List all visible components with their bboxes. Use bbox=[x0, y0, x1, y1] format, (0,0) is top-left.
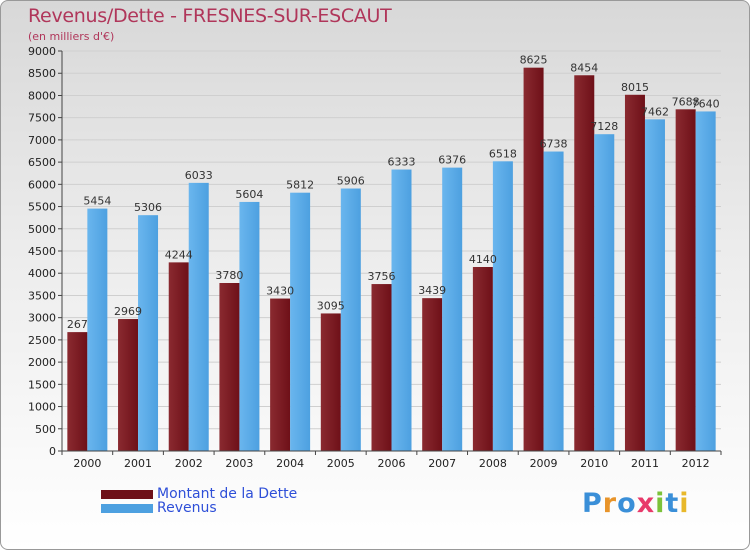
bar-dette-2005 bbox=[320, 313, 341, 451]
value-label-revenus-2004: 5812 bbox=[286, 179, 314, 192]
y-tick-label: 5500 bbox=[28, 201, 56, 214]
x-tick-label: 2005 bbox=[327, 457, 355, 470]
y-tick-label: 2500 bbox=[28, 334, 56, 347]
value-labels: 267 5454 2969 5306 4244 6033 3780 5604 3430 5812 3… bbox=[67, 54, 720, 331]
y-tick-label: 0 bbox=[49, 445, 56, 458]
value-label-revenus-2006: 6333 bbox=[388, 156, 416, 169]
legend-label-revenus: Revenus bbox=[157, 500, 217, 516]
value-label-revenus-2008: 6518 bbox=[489, 147, 517, 160]
legend: Montant de la Dette Revenus bbox=[101, 487, 297, 515]
bar-dette-2004 bbox=[270, 298, 291, 451]
bar-revenus-2000 bbox=[87, 208, 108, 451]
value-label-dette-2005: 3095 bbox=[317, 299, 345, 312]
bar-dette-2006 bbox=[371, 284, 392, 451]
x-tick-label: 2012 bbox=[682, 457, 710, 470]
bar-revenus-2007 bbox=[442, 167, 463, 451]
axes: 0 500 1000 1500 2000 2500 3000 3500 4000 4500 5000… bbox=[28, 45, 722, 470]
legend-swatch-dette bbox=[101, 489, 153, 499]
bar-dette-2003 bbox=[219, 283, 240, 451]
bar-revenus-2001 bbox=[138, 215, 159, 451]
proxiti-logo: Proxiti bbox=[582, 488, 690, 519]
value-label-dette-2012: 7688 bbox=[672, 95, 700, 108]
y-tick-label: 6500 bbox=[28, 156, 56, 169]
value-label-dette-2001: 2969 bbox=[114, 305, 142, 318]
value-label-dette-2006: 3756 bbox=[368, 270, 396, 283]
value-label-dette-2003: 3780 bbox=[215, 269, 243, 282]
bar-revenus-2004 bbox=[290, 192, 311, 451]
x-tick-label: 2009 bbox=[530, 457, 558, 470]
y-tick-label: 8000 bbox=[28, 89, 56, 102]
bar-revenus-2005 bbox=[340, 188, 361, 451]
value-label-revenus-2002: 6033 bbox=[185, 169, 213, 182]
bar-revenus-2011 bbox=[644, 119, 665, 451]
value-label-revenus-2012: 7640 bbox=[692, 97, 720, 110]
value-label-revenus-2010: 7128 bbox=[590, 120, 618, 133]
bar-revenus-2008 bbox=[492, 161, 513, 452]
y-tick-label: 500 bbox=[35, 423, 56, 436]
legend-item-revenus: Revenus bbox=[101, 501, 297, 515]
y-tick-label: 3000 bbox=[28, 312, 56, 325]
y-tick-label: 1000 bbox=[28, 401, 56, 414]
x-tick-label: 2008 bbox=[479, 457, 507, 470]
bar-revenus-2009 bbox=[543, 151, 564, 452]
value-label-revenus-2007: 6376 bbox=[438, 154, 466, 167]
x-tick-label: 2001 bbox=[124, 457, 152, 470]
y-tick-label: 9000 bbox=[28, 45, 56, 58]
x-tick-label: 2010 bbox=[580, 457, 608, 470]
value-label-dette-2002: 4244 bbox=[165, 248, 193, 261]
bar-dette-2002 bbox=[168, 262, 189, 451]
bars bbox=[67, 67, 716, 452]
value-label-revenus-2009: 6738 bbox=[540, 138, 568, 151]
bar-dette-2001 bbox=[118, 319, 139, 451]
y-tick-label: 3500 bbox=[28, 289, 56, 302]
y-tick-label: 5000 bbox=[28, 223, 56, 236]
legend-label-dette: Montant de la Dette bbox=[157, 486, 298, 502]
y-tick-label: 6000 bbox=[28, 178, 56, 191]
y-tick-label: 7500 bbox=[28, 112, 56, 125]
value-label-dette-2009: 8625 bbox=[520, 54, 548, 67]
bar-dette-2010 bbox=[574, 75, 595, 452]
chart-title: Revenus/Dette - FRESNES-SUR-ESCAUT bbox=[28, 5, 392, 27]
value-label-dette-2004: 3430 bbox=[266, 285, 294, 298]
value-label-revenus-2005: 5906 bbox=[337, 175, 365, 188]
bar-dette-2012 bbox=[675, 109, 696, 452]
value-label-revenus-2003: 5604 bbox=[235, 188, 263, 201]
y-tick-label: 8500 bbox=[28, 67, 56, 80]
x-tick-label: 2003 bbox=[225, 457, 253, 470]
y-tick-label: 1500 bbox=[28, 378, 56, 391]
value-label-revenus-2001: 5306 bbox=[134, 201, 162, 214]
x-tick-label: 2007 bbox=[428, 457, 456, 470]
x-tick-label: 2006 bbox=[378, 457, 406, 470]
chart-subtitle: (en milliers d'€) bbox=[28, 30, 115, 43]
value-label-dette-2008: 4140 bbox=[469, 253, 497, 266]
y-tick-label: 4000 bbox=[28, 267, 56, 280]
value-label-revenus-2000: 5454 bbox=[83, 195, 111, 208]
value-label-dette-2010: 8454 bbox=[570, 61, 598, 74]
x-tick-label: 2002 bbox=[175, 457, 203, 470]
value-label-revenus-2011: 7462 bbox=[641, 105, 669, 118]
legend-item-dette: Montant de la Dette bbox=[101, 487, 297, 501]
bar-dette-2009 bbox=[523, 67, 544, 452]
bar-dette-2008 bbox=[472, 267, 493, 451]
bar-dette-2011 bbox=[624, 94, 645, 452]
bar-dette-2007 bbox=[422, 298, 443, 451]
y-tick-label: 2000 bbox=[28, 356, 56, 369]
y-tick-label: 4500 bbox=[28, 245, 56, 258]
bar-revenus-2012 bbox=[695, 111, 716, 451]
y-tick-label: 7000 bbox=[28, 134, 56, 147]
x-tick-label: 2004 bbox=[276, 457, 304, 470]
bar-dette-2000 bbox=[67, 332, 88, 451]
value-label-dette-2007: 3439 bbox=[418, 284, 446, 297]
x-tick-label: 2011 bbox=[631, 457, 659, 470]
x-tick-label: 2000 bbox=[73, 457, 101, 470]
legend-swatch-revenus bbox=[101, 503, 153, 513]
value-label-dette-2011: 8015 bbox=[621, 81, 649, 94]
value-label-dette-2000: 267 bbox=[67, 318, 88, 331]
bar-revenus-2002 bbox=[188, 182, 209, 451]
bar-revenus-2006 bbox=[391, 169, 412, 452]
bar-revenus-2010 bbox=[594, 134, 615, 451]
bar-revenus-2003 bbox=[239, 201, 260, 451]
